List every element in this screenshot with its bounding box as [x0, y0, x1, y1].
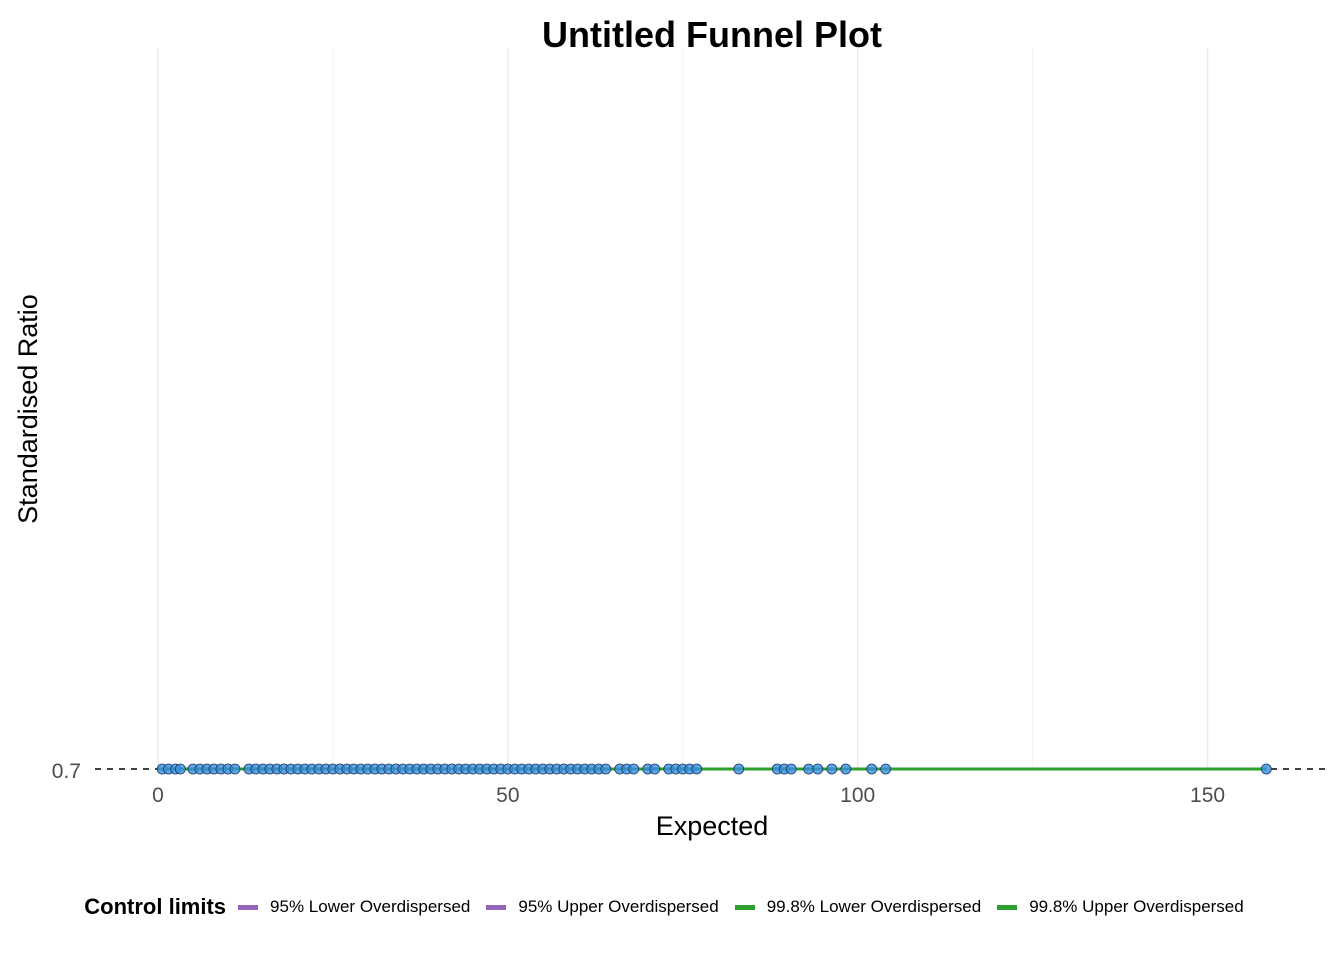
x-tick-label: 50: [496, 784, 519, 807]
data-point: [229, 763, 241, 775]
legend-label: 95% Upper Overdispersed: [518, 897, 719, 916]
ticks: 0 50 100 150 0.7: [52, 760, 1225, 807]
x-tick-label: 150: [1190, 784, 1225, 807]
data-point: [812, 763, 824, 775]
legend-label: 99.8% Upper Overdispersed: [1029, 897, 1244, 916]
legend-key: [238, 904, 259, 910]
funnel-plot: 0 50 100 150 0.7 Untitled Funnel Plot Expect…: [13, 14, 1330, 841]
y-axis-label: Standardised Ratio: [13, 294, 43, 524]
x-tick-label: 100: [840, 784, 875, 807]
data-point: [691, 763, 703, 775]
data-point: [785, 763, 797, 775]
data-point: [600, 763, 612, 775]
data-point: [803, 763, 815, 775]
data-point: [649, 763, 661, 775]
data-point: [174, 763, 186, 775]
data-point: [880, 763, 892, 775]
grid: [157, 48, 1209, 770]
y-tick-label: 0.7: [52, 760, 81, 783]
x-axis-label: Expected: [656, 811, 769, 841]
legend-key: [997, 904, 1018, 910]
legend-label: 95% Lower Overdispersed: [270, 897, 471, 916]
legend-entries: 95% Lower Overdispersed 95% Upper Overdis…: [238, 897, 1260, 917]
legend-title: Control limits: [84, 894, 227, 919]
chart-title: Untitled Funnel Plot: [542, 14, 882, 55]
data-point: [866, 763, 878, 775]
data-point: [733, 763, 745, 775]
x-tick-label: 0: [152, 784, 164, 807]
points: [156, 763, 1272, 775]
data-point: [1260, 763, 1272, 775]
data-point: [826, 763, 838, 775]
legend-key: [486, 904, 507, 910]
legend-label: 99.8% Lower Overdispersed: [766, 897, 982, 916]
data-point: [840, 763, 852, 775]
legend: Control limits 95% Lower Overdispersed 95…: [0, 894, 1344, 920]
data-point: [628, 763, 640, 775]
legend-key: [734, 904, 755, 910]
